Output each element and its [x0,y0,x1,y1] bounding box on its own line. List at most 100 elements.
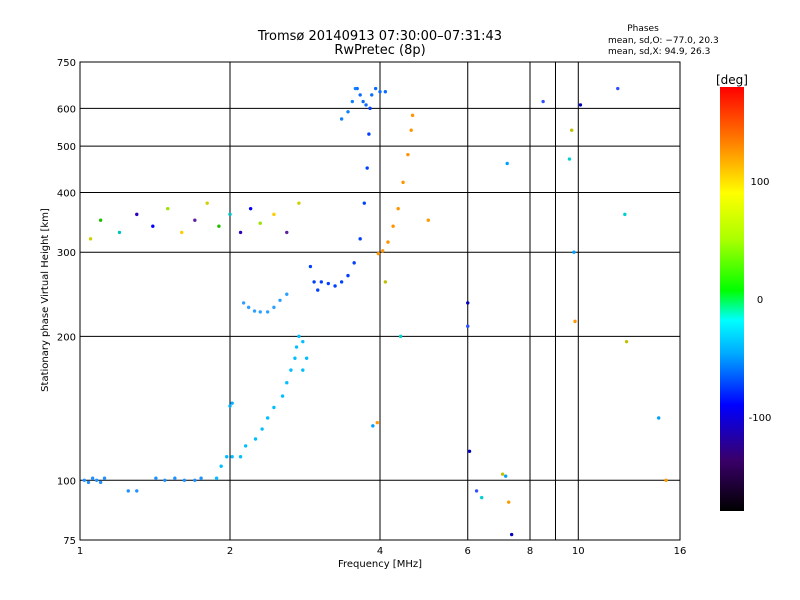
data-point [163,478,167,482]
data-point [664,478,668,482]
data-point [358,237,362,241]
data-point [228,404,232,408]
data-point [410,113,415,118]
grid-lines [80,62,680,540]
data-point [578,103,583,107]
data-point [272,305,276,310]
data-point [285,292,289,296]
data-point [375,420,379,425]
plot-frame [79,61,681,541]
data-point [230,455,234,459]
y-tick-label: 300 [57,248,76,259]
data-point [383,280,388,284]
data-point [319,280,324,284]
y-tick-label: 100 [57,476,76,487]
data-point [214,476,219,480]
colorbar-tick-labels: 100 0 -100 [749,177,772,424]
data-point [297,334,301,339]
data-point [373,86,378,91]
y-axis-label: Stationary phase Virtual Height [km] [40,208,51,392]
data-point [573,319,577,324]
data-point [326,281,331,286]
data-point [248,206,253,211]
data-point [623,212,627,217]
data-point [333,284,337,288]
data-point [135,489,139,493]
stats-line-x: mean, sd,X: 94.9, 26.3 [608,47,710,57]
data-point [569,128,574,132]
data-point [289,368,293,372]
data-point [352,261,356,265]
data-point [238,230,243,235]
data-point [406,152,410,157]
data-point [500,472,505,476]
data-points [82,86,668,537]
data-point [371,424,375,428]
data-point [135,212,139,217]
data-point [180,230,184,235]
data-point [126,489,130,493]
data-point [362,201,366,205]
data-point [376,251,381,256]
data-point [294,345,299,349]
data-point [272,212,276,217]
data-point [88,237,93,241]
x-axis-label: Frequency [MHz] [338,559,422,570]
data-point [225,455,229,459]
data-point [426,218,430,222]
data-point [304,356,309,360]
data-point [346,273,350,278]
data-point [541,99,545,104]
data-point [506,500,511,504]
data-point [228,212,232,217]
data-point [238,455,243,459]
data-point [391,224,395,228]
data-point [252,309,257,313]
colorbar [720,87,744,511]
data-point [285,381,289,385]
y-tick-label: 750 [57,58,76,69]
data-point [301,368,305,372]
data-point [409,128,413,132]
data-point [82,478,86,482]
data-point [350,99,355,104]
data-point [316,288,320,292]
data-point [503,474,508,478]
stats-title: Phases [627,24,659,34]
data-point [272,405,276,410]
data-point [301,339,305,344]
x-tick-label: 8 [527,546,533,557]
data-point [380,249,385,253]
data-point [246,305,251,310]
data-point [265,310,270,314]
data-point [265,416,270,420]
data-point [358,93,362,97]
data-point [205,201,209,205]
x-tick-label: 16 [674,546,687,557]
data-point [199,476,203,480]
colorbar-label: [deg] [716,73,748,87]
colorbar-tick-label: 100 [750,177,769,188]
data-point [117,230,122,235]
data-point [656,416,661,420]
y-tick-label: 200 [57,332,76,343]
data-point [293,356,297,360]
data-point [398,334,403,339]
data-point [466,301,470,305]
data-point [90,476,95,480]
data-point [509,532,514,537]
data-point [361,99,365,104]
data-point [182,478,187,482]
data-point [339,280,344,284]
data-point [166,206,170,211]
data-point [312,280,316,284]
data-point [98,218,103,222]
data-point [308,264,313,269]
data-point [253,437,258,441]
data-point [383,90,388,94]
data-point [365,166,369,170]
data-point [86,480,91,485]
y-tick-labels: 75 100 200 300 400 500 600 750 [57,58,76,547]
data-point [505,161,509,166]
